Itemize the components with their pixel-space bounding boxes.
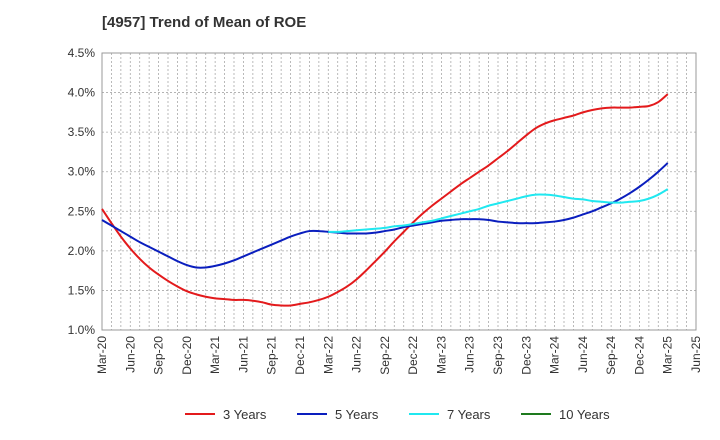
- series-line-5-years: [101, 162, 669, 269]
- series-line-3-years: [101, 93, 669, 307]
- y-tick-label: 1.0%: [68, 323, 96, 337]
- legend: 3 Years 5 Years 7 Years 10 Years: [185, 407, 610, 422]
- x-tick-label: Mar-21: [208, 336, 222, 374]
- x-tick-label: Jun-20: [123, 336, 137, 373]
- x-axis: Mar-20 Jun-20 Sep-20 Dec-20 Mar-21 Jun-21 Sep-…: [95, 336, 703, 375]
- legend-label-3-years: 3 Years: [223, 407, 267, 422]
- x-tick-label: Jun-21: [236, 336, 250, 373]
- legend-label-10-years: 10 Years: [559, 407, 610, 422]
- x-tick-label: Dec-23: [519, 336, 533, 375]
- y-axis: 1.0% 1.5% 2.0% 2.5% 3.0% 3.5% 4.0% 4.5%: [68, 46, 96, 337]
- x-tick-label: Jun-24: [576, 336, 590, 373]
- x-tick-label: Mar-24: [548, 336, 562, 374]
- y-tick-label: 3.5%: [68, 125, 96, 139]
- x-tick-label: Dec-22: [406, 336, 420, 375]
- y-tick-label: 2.0%: [68, 244, 96, 258]
- x-tick-label: Sep-22: [378, 336, 392, 375]
- x-tick-label: Sep-21: [265, 336, 279, 375]
- grid: [102, 53, 696, 330]
- x-tick-label: Jun-25: [689, 336, 703, 373]
- x-tick-label: Jun-22: [350, 336, 364, 373]
- plot-area-frame: [101, 52, 697, 331]
- y-tick-label: 4.5%: [68, 46, 96, 60]
- chart-title: [4957] Trend of Mean of ROE: [102, 14, 307, 31]
- x-tick-label: Dec-24: [632, 336, 646, 375]
- x-tick-label: Sep-24: [604, 336, 618, 375]
- x-tick-label: Mar-23: [434, 336, 448, 374]
- x-tick-label: Jun-23: [463, 336, 477, 373]
- x-tick-label: Mar-20: [95, 336, 109, 374]
- y-tick-label: 1.5%: [68, 283, 96, 297]
- x-tick-label: Dec-20: [180, 336, 194, 375]
- x-tick-label: Mar-25: [661, 336, 675, 374]
- y-tick-label: 3.0%: [68, 165, 96, 179]
- x-tick-label: Sep-20: [152, 336, 166, 375]
- y-tick-label: 4.0%: [68, 86, 96, 100]
- x-tick-label: Dec-21: [293, 336, 307, 375]
- legend-label-5-years: 5 Years: [335, 407, 379, 422]
- x-tick-label: Sep-23: [491, 336, 505, 375]
- legend-label-7-years: 7 Years: [447, 407, 491, 422]
- series-lines: [101, 93, 669, 307]
- y-tick-label: 2.5%: [68, 204, 96, 218]
- x-tick-label: Mar-22: [321, 336, 335, 374]
- series-line-7-years: [328, 188, 669, 233]
